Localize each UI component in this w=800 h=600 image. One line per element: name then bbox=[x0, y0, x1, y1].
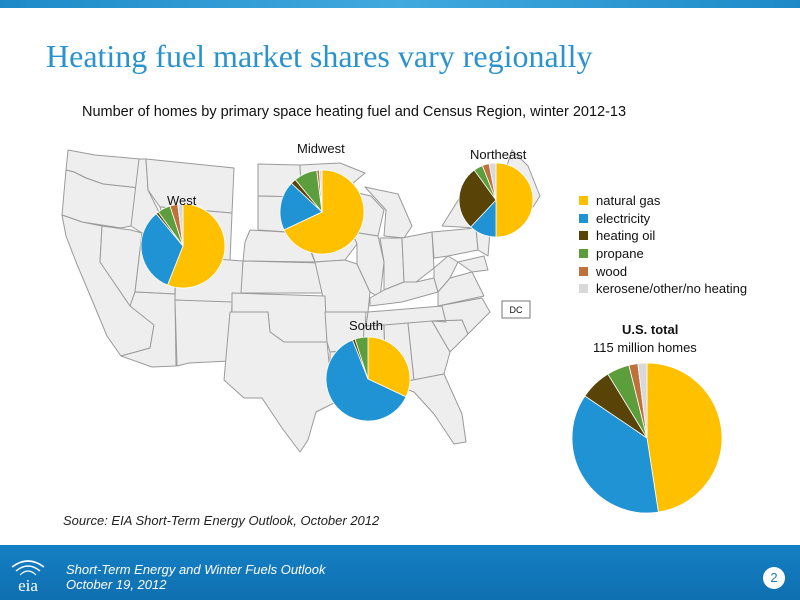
state-indiana bbox=[379, 237, 405, 291]
pie-slice-west-natural-gas bbox=[167, 203, 226, 289]
legend-label: heating oil bbox=[596, 228, 656, 244]
dc-label-box bbox=[501, 300, 531, 319]
legend-swatch-kerosene-other bbox=[579, 284, 588, 294]
pie-slice-u-s-total-kerosene-other-no-heating bbox=[637, 362, 648, 439]
legend-label: propane bbox=[596, 246, 644, 262]
pie-title-northeast: Northeast bbox=[470, 147, 527, 162]
pie-charts bbox=[140, 162, 723, 514]
pie-slice-west-kerosene-other-no-heating bbox=[177, 203, 184, 247]
pie-slice-northeast-heating-oil bbox=[458, 169, 497, 228]
legend-label: wood bbox=[596, 263, 628, 279]
us-total-subtitle: 115 million homes bbox=[593, 340, 697, 355]
legend-item-heating-oil: heating oil bbox=[579, 227, 747, 245]
legend-swatch-propane bbox=[579, 249, 588, 259]
source-note: Source: EIA Short-Term Energy Outlook, O… bbox=[63, 513, 380, 528]
slide-title: Heating fuel market shares vary regional… bbox=[46, 38, 593, 74]
pie-title-midwest: Midwest bbox=[297, 141, 345, 156]
pie-south bbox=[325, 336, 411, 422]
pie-slice-northeast-kerosene-other-no-heating bbox=[488, 162, 497, 201]
pie-slice-south-natural-gas bbox=[367, 336, 411, 398]
legend-item-electricity: electricity bbox=[579, 210, 747, 228]
state-florida bbox=[391, 373, 467, 445]
us-map-chart: DC West Midwest Northeast South U.S. tot… bbox=[61, 141, 723, 514]
logo-text: eia bbox=[18, 576, 38, 595]
pie-slice-u-s-total-natural-gas bbox=[646, 362, 723, 513]
pie-slice-northeast-natural-gas bbox=[495, 162, 534, 238]
dc-label: DC bbox=[510, 305, 523, 315]
pie-slice-south-electricity bbox=[325, 339, 407, 422]
state-texas bbox=[223, 311, 341, 453]
pie-northeast bbox=[458, 162, 534, 238]
pie-slice-midwest-kerosene-other-no-heating bbox=[318, 169, 323, 213]
legend-item-natural-gas: natural gas bbox=[579, 192, 747, 210]
legend-swatch-natural-gas bbox=[579, 196, 588, 206]
state-north-carolina bbox=[431, 297, 491, 335]
footer-line-1: Short-Term Energy and Winter Fuels Outlo… bbox=[66, 562, 326, 577]
pie-slice-midwest-electricity bbox=[279, 182, 323, 231]
state-kansas bbox=[240, 260, 323, 294]
pie-title-west: West bbox=[167, 193, 197, 208]
legend-item-kerosene-other: kerosene/other/no heating bbox=[579, 280, 747, 298]
state-ohio bbox=[401, 231, 435, 283]
state-pennsylvania bbox=[431, 227, 479, 259]
legend-swatch-heating-oil bbox=[579, 231, 588, 241]
footer-line-2: October 19, 2012 bbox=[66, 577, 167, 592]
state-maryland-delaware bbox=[457, 255, 489, 273]
legend-label: natural gas bbox=[596, 193, 661, 209]
pie-slice-midwest-natural-gas bbox=[283, 169, 365, 255]
state-new-mexico bbox=[174, 299, 233, 367]
pie-midwest bbox=[279, 169, 365, 255]
eia-logo: eia bbox=[11, 560, 45, 595]
us-total-title: U.S. total bbox=[622, 322, 678, 337]
chart-legend: natural gas electricity heating oil prop… bbox=[579, 192, 747, 298]
pie-west bbox=[140, 203, 226, 289]
pie-slice-south-propane bbox=[354, 336, 369, 380]
legend-label: kerosene/other/no heating bbox=[596, 281, 748, 297]
pie-u-s-total bbox=[571, 362, 723, 514]
pie-slice-west-electricity bbox=[140, 213, 184, 286]
footer-text: Short-Term Energy and Winter Fuels Outlo… bbox=[66, 562, 326, 592]
footer-bar: eia Short-Term Energy and Winter Fuels O… bbox=[0, 545, 800, 600]
chart-subtitle: Number of homes by primary space heating… bbox=[82, 104, 627, 120]
legend-label: electricity bbox=[596, 210, 651, 226]
legend-item-wood: wood bbox=[579, 262, 747, 280]
legend-swatch-electricity bbox=[579, 213, 588, 223]
legend-swatch-wood bbox=[579, 266, 588, 276]
top-accent-bar bbox=[0, 0, 800, 8]
pie-title-south: South bbox=[349, 318, 383, 333]
page-number: 2 bbox=[763, 567, 785, 589]
pie-slice-u-s-total-electricity bbox=[571, 395, 659, 514]
legend-item-propane: propane bbox=[579, 245, 747, 263]
state-georgia bbox=[407, 320, 451, 381]
